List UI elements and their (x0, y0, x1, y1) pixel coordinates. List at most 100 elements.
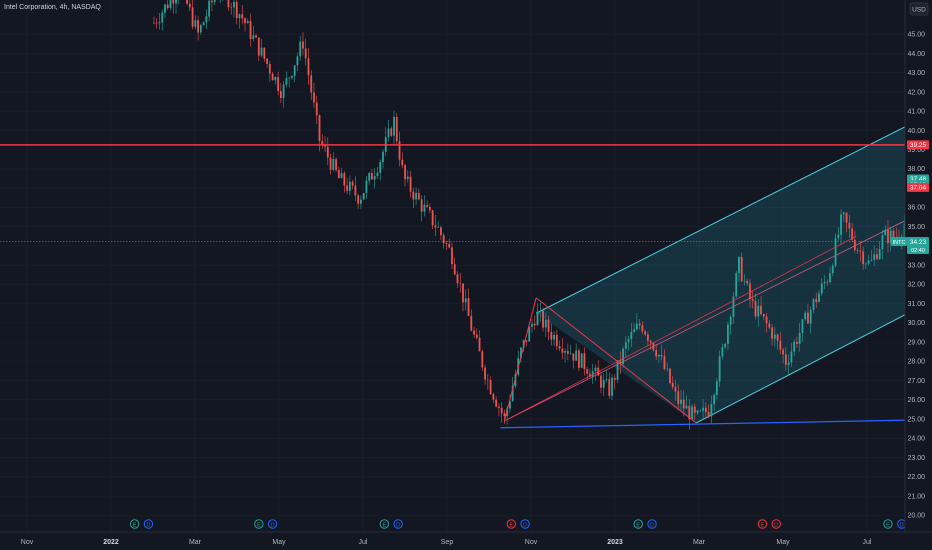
time-tick-label: Nov (21, 539, 34, 546)
event-marker-label: D (146, 522, 150, 528)
candle-body (249, 20, 252, 39)
time-tick-label: Jul (359, 539, 368, 546)
candle-body (724, 343, 727, 348)
price-tag-label: 39.25 (910, 142, 927, 149)
channel-lower-line[interactable] (695, 9, 932, 424)
event-marker[interactable]: D (520, 519, 530, 529)
candle-body (434, 225, 437, 228)
candle-body (619, 360, 622, 364)
event-marker[interactable]: D (143, 519, 154, 529)
candle-body (859, 250, 862, 252)
event-marker[interactable]: D (393, 519, 403, 529)
candle-body (564, 350, 567, 353)
candle-body (332, 159, 335, 170)
currency-button[interactable]: USD (909, 2, 929, 16)
event-marker-label: D (271, 522, 275, 528)
price-tick-label: 26.00 (907, 397, 925, 404)
candle-body (749, 283, 751, 300)
candle-body (688, 405, 691, 420)
event-marker-label: D (523, 522, 527, 528)
event-marker[interactable]: E (506, 519, 516, 529)
price-tick-label: 25.00 (907, 416, 925, 423)
candle-body (793, 341, 796, 352)
candle-body (746, 280, 749, 284)
candle-body (412, 191, 415, 200)
candle-body (497, 406, 500, 408)
candle-body (481, 351, 484, 368)
event-marker[interactable]: D (267, 519, 278, 529)
candle-body (561, 348, 564, 353)
candle-body (241, 14, 244, 19)
candle-body (575, 350, 578, 361)
event-marker[interactable]: E (757, 519, 768, 529)
candle-body (271, 73, 274, 81)
candle-body (605, 379, 608, 380)
candle-body (851, 228, 853, 240)
candle-body (729, 317, 732, 325)
candle-body (318, 115, 321, 142)
candle-body (765, 316, 768, 324)
candle-body (691, 406, 693, 420)
event-marker[interactable]: E (254, 519, 264, 529)
candle-body (351, 181, 354, 186)
event-marker[interactable]: D (771, 519, 781, 529)
event-marker[interactable]: E (129, 519, 140, 529)
candle-body (423, 204, 426, 212)
candle-body (205, 16, 208, 23)
candle-body (589, 373, 591, 377)
price-axis[interactable] (905, 0, 932, 532)
event-marker-circle (379, 519, 390, 529)
price-tick-label: 20.00 (907, 513, 925, 520)
candle-body (768, 323, 771, 328)
candle-body (738, 256, 740, 274)
price-tick-label: 29.00 (907, 339, 925, 346)
price-tick-label: 45.00 (907, 32, 925, 39)
candle-body (762, 314, 765, 317)
event-marker-label: E (509, 522, 513, 528)
price-tick-label: 28.00 (907, 359, 925, 366)
candle-body (740, 256, 743, 282)
event-marker[interactable]: D (647, 519, 657, 529)
candle-body (246, 20, 249, 24)
time-axis[interactable] (0, 532, 932, 550)
price-tick-label: 36.00 (907, 205, 925, 212)
price-tick-label: 21.00 (907, 493, 925, 500)
event-marker-circle (757, 519, 768, 529)
candle-body (172, 0, 175, 4)
candle-body (175, 0, 177, 4)
channel-upper-line[interactable] (535, 9, 932, 314)
candle-body (158, 22, 161, 24)
candle-body (266, 58, 268, 64)
candle-body (542, 310, 544, 328)
triangle-base-extension[interactable] (504, 235, 857, 422)
candle-body (495, 399, 498, 407)
candle-body (293, 65, 296, 76)
candle-body (878, 249, 881, 259)
event-marker[interactable]: E (883, 519, 893, 529)
price-tick-label: 39.00 (907, 147, 925, 154)
candle-body (602, 379, 605, 388)
triangle-leg-up[interactable] (503, 297, 537, 422)
candle-body (644, 331, 647, 335)
candle-body (671, 382, 674, 388)
candle-body (633, 329, 635, 333)
candle-body (304, 48, 307, 59)
candle-body (473, 330, 475, 335)
candle-body (191, 7, 194, 27)
candle-body (371, 172, 373, 180)
candle-body (892, 230, 895, 237)
candle-body (238, 14, 241, 19)
event-marker[interactable]: E (633, 519, 643, 529)
event-marker-label: D (650, 522, 654, 528)
candle-body (707, 412, 710, 417)
candle-body (829, 273, 831, 282)
candle-body (282, 84, 285, 98)
time-tick-label: 2023 (607, 539, 623, 546)
candle-body (365, 180, 368, 194)
current-price-label: 34.23 (910, 239, 927, 246)
event-markers[interactable]: EDEDEDEDEDEDEDED⚡E (129, 519, 932, 529)
candle-body (635, 323, 638, 330)
event-marker[interactable]: E (379, 519, 390, 529)
triangle-leg-down[interactable] (535, 297, 697, 424)
